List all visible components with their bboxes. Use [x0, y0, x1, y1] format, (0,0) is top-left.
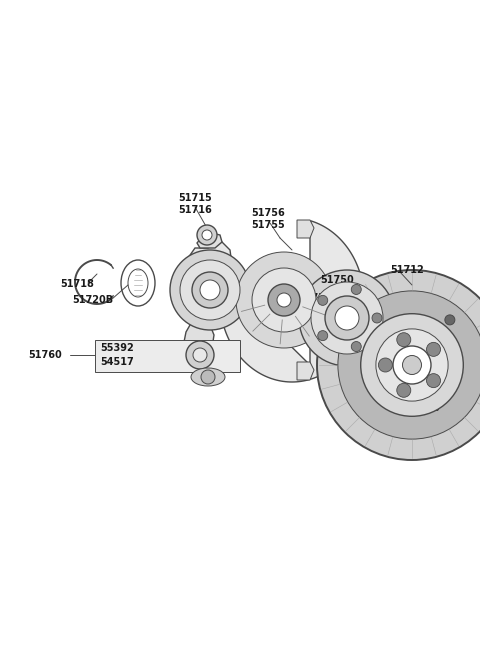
- Circle shape: [325, 296, 369, 340]
- Circle shape: [197, 225, 217, 245]
- Ellipse shape: [191, 368, 225, 386]
- Text: 51756: 51756: [251, 208, 285, 218]
- Circle shape: [180, 260, 240, 320]
- Circle shape: [378, 358, 393, 372]
- Circle shape: [277, 293, 291, 307]
- Circle shape: [445, 315, 455, 325]
- Circle shape: [360, 314, 463, 417]
- Text: 51715: 51715: [178, 193, 212, 203]
- Circle shape: [376, 329, 448, 401]
- Circle shape: [372, 313, 382, 323]
- Polygon shape: [220, 221, 364, 382]
- Circle shape: [403, 356, 421, 375]
- Circle shape: [193, 348, 207, 362]
- Circle shape: [170, 250, 250, 330]
- Circle shape: [236, 252, 332, 348]
- Bar: [95, 340, 240, 372]
- Circle shape: [311, 282, 383, 354]
- Circle shape: [192, 272, 228, 308]
- Text: 51716: 51716: [178, 205, 212, 215]
- Circle shape: [397, 333, 411, 346]
- Text: 51760: 51760: [28, 350, 62, 360]
- Circle shape: [202, 230, 212, 240]
- Circle shape: [335, 306, 359, 330]
- Circle shape: [318, 331, 328, 341]
- Text: 1220FS: 1220FS: [400, 403, 441, 413]
- Circle shape: [351, 341, 361, 352]
- Polygon shape: [184, 320, 214, 357]
- Circle shape: [393, 346, 431, 384]
- Circle shape: [317, 270, 480, 460]
- Text: 51718: 51718: [60, 279, 94, 289]
- Polygon shape: [188, 242, 232, 322]
- Polygon shape: [297, 220, 314, 238]
- Circle shape: [318, 295, 328, 305]
- Text: 51720B: 51720B: [72, 295, 113, 305]
- Text: 55392: 55392: [100, 343, 134, 353]
- Text: 51752: 51752: [298, 293, 332, 303]
- Text: 51750: 51750: [320, 275, 354, 285]
- Polygon shape: [297, 362, 314, 380]
- Circle shape: [397, 383, 411, 398]
- Text: 54517: 54517: [100, 357, 134, 367]
- Text: 51755: 51755: [251, 220, 285, 230]
- Circle shape: [427, 373, 441, 388]
- Circle shape: [200, 280, 220, 300]
- Circle shape: [299, 270, 395, 366]
- Polygon shape: [197, 233, 222, 248]
- Circle shape: [338, 291, 480, 439]
- Circle shape: [252, 268, 316, 332]
- Text: 51712: 51712: [390, 265, 424, 275]
- Circle shape: [351, 284, 361, 295]
- Circle shape: [427, 343, 441, 356]
- Circle shape: [201, 370, 215, 384]
- Circle shape: [268, 284, 300, 316]
- Circle shape: [186, 341, 214, 369]
